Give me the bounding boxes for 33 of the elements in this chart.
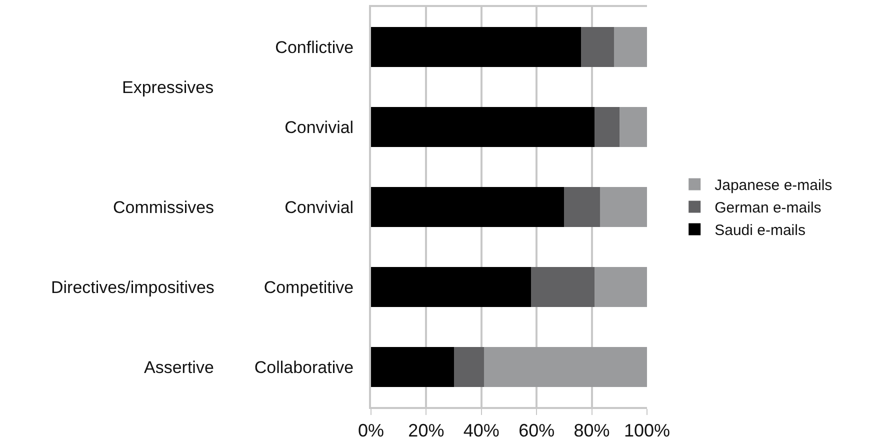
text: Directives/impositives — [51, 278, 214, 297]
legend-label: Japanese e-mails — [714, 177, 832, 194]
text: Assertive — [144, 358, 214, 377]
bar — [371, 187, 564, 227]
y-tick-label: Collaborative — [254, 358, 354, 377]
x-tick-label: 60% — [518, 420, 555, 441]
bar — [371, 267, 532, 307]
x-tick-label: 80% — [574, 420, 610, 441]
x-tick-label: 0% — [358, 420, 384, 441]
bar — [564, 187, 600, 227]
bar — [371, 27, 581, 67]
bar — [619, 107, 647, 147]
bar — [531, 267, 595, 307]
bar — [600, 187, 647, 227]
bar — [594, 267, 647, 307]
bar — [371, 107, 595, 147]
y-tick-label: Conflictive — [275, 38, 354, 57]
x-tick-label: 100% — [624, 420, 670, 441]
bar — [614, 27, 647, 67]
bar — [484, 347, 647, 387]
legend-label: Saudi e-mails — [714, 222, 806, 240]
x-tick-label: 20% — [408, 420, 444, 441]
legend-label: German e-mails — [714, 200, 822, 217]
bar — [371, 347, 454, 387]
text: Commissives — [113, 198, 214, 217]
y-tick-label: Convivial — [284, 198, 354, 217]
bar — [454, 347, 484, 387]
text: Expressives — [122, 78, 214, 97]
y-tick-label: Competitive — [264, 278, 354, 297]
x-tick-label: 40% — [463, 420, 500, 441]
y-tick-label: Convivial — [284, 118, 354, 137]
bar — [594, 107, 620, 147]
bar — [580, 27, 614, 67]
